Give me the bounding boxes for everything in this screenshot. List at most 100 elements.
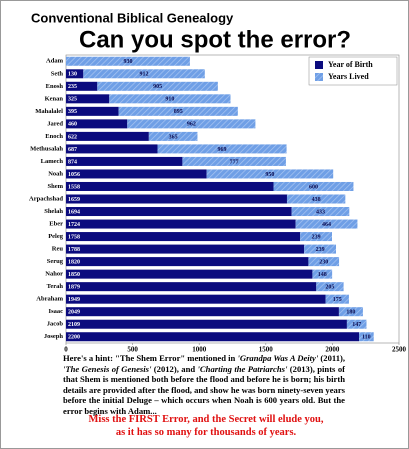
bar-segment <box>66 282 317 292</box>
category-label: Arpachshad <box>29 195 63 202</box>
note-text: Here's a hint: "The Shem Error" mentione… <box>63 353 238 363</box>
category-label: Isaac <box>49 308 64 315</box>
value-label: 1659 <box>68 197 80 203</box>
value-label: 147 <box>352 322 361 328</box>
category-label: Lamech <box>41 158 64 165</box>
bar-segment <box>291 207 350 217</box>
category-label: Methusalah <box>30 145 63 152</box>
bar-segment <box>66 319 347 329</box>
value-label: 2109 <box>68 322 80 328</box>
note-italic: 'Grandpa Was A Deity' <box>237 353 319 363</box>
bar-segment <box>359 332 374 342</box>
value-label: 130 <box>68 72 77 78</box>
bar-segment <box>66 194 287 204</box>
category-label: Jacob <box>47 321 64 328</box>
value-label: 464 <box>322 222 331 228</box>
value-label: 950 <box>265 172 274 178</box>
category-label: Enosh <box>46 83 64 90</box>
category-label: Abraham <box>36 296 63 303</box>
category-label: Terah <box>47 283 64 290</box>
bar-segment <box>206 169 334 179</box>
legend-label: Years Lived <box>328 72 369 81</box>
bar-segment <box>316 282 344 292</box>
value-label: 230 <box>319 259 328 265</box>
note-italic: 'Charting the Patriarchs' <box>197 363 288 374</box>
bar-segment <box>66 207 292 217</box>
bar-segment <box>148 131 198 141</box>
value-label: 395 <box>68 109 77 115</box>
x-tick-label: 2000 <box>325 346 340 354</box>
bar-segment <box>118 106 238 116</box>
bar-segment <box>66 131 149 141</box>
value-label: 1724 <box>68 222 80 228</box>
value-label: 895 <box>174 109 183 115</box>
x-tick-label: 2500 <box>392 346 407 354</box>
bar-segment <box>109 94 231 104</box>
bar-segment <box>66 94 110 104</box>
category-label: Adam <box>46 58 64 65</box>
bar-segment <box>66 332 360 342</box>
category-label: Noah <box>48 170 63 177</box>
bar-segment <box>66 181 274 191</box>
category-label: Joseph <box>44 333 64 340</box>
chart-title: Conventional Biblical Genealogy <box>31 10 234 25</box>
value-label: 962 <box>187 122 196 128</box>
bar-segment <box>273 181 354 191</box>
value-label: 433 <box>316 209 325 215</box>
value-label: 777 <box>230 159 239 165</box>
bar-segment <box>97 81 218 91</box>
bar-segment <box>308 257 340 267</box>
value-label: 969 <box>218 147 227 153</box>
value-label: 1788 <box>68 247 80 253</box>
bar-segment <box>304 244 336 254</box>
legend-swatch <box>315 73 323 81</box>
bar-segment <box>66 232 301 242</box>
bar-segment <box>66 244 305 254</box>
bar-segment <box>66 106 119 116</box>
value-label: 1056 <box>68 172 80 178</box>
legend-label: Year of Birth <box>328 60 373 69</box>
bar-segment <box>182 156 286 166</box>
bar-segment <box>66 257 309 267</box>
bar-segment <box>312 269 333 279</box>
x-tick-label: 1500 <box>259 346 274 354</box>
bar-segment <box>66 269 313 279</box>
bar-segment <box>66 56 190 66</box>
value-label: 1850 <box>68 272 80 278</box>
category-label: Serug <box>47 258 64 265</box>
warning-line: Miss the FIRST Error, and the Secret wil… <box>88 414 324 425</box>
value-label: 912 <box>140 72 149 78</box>
value-label: 235 <box>68 84 77 90</box>
value-label: 930 <box>123 59 132 65</box>
bar-segment <box>325 294 349 304</box>
value-label: 1820 <box>68 259 80 265</box>
legend-swatch <box>315 61 323 69</box>
value-label: 180 <box>346 310 355 316</box>
value-label: 905 <box>153 84 162 90</box>
bar-segment <box>66 156 183 166</box>
legend-box <box>308 56 398 86</box>
category-label: Shem <box>47 183 63 190</box>
bar-segment <box>66 81 98 91</box>
warning-line: as it has so many for thousands of years… <box>115 427 297 438</box>
warning: Miss the FIRST Error, and the Secret wil… <box>31 413 381 439</box>
value-label: 175 <box>333 297 342 303</box>
category-label: Nahor <box>45 271 63 278</box>
value-label: 600 <box>309 184 318 190</box>
value-label: 874 <box>68 159 77 165</box>
note-text: (2011), <box>318 353 346 363</box>
note-text: (2013), pints of that Shem is mentioned … <box>63 363 345 416</box>
note-italic: 'The Genesis of Genesis' <box>63 363 152 374</box>
value-label: 2200 <box>68 335 80 341</box>
category-label: Kenan <box>45 95 64 102</box>
bar-segment <box>66 307 339 317</box>
x-tick-label: 1000 <box>192 346 207 354</box>
value-label: 325 <box>68 97 77 103</box>
category-label: Eber <box>49 221 63 228</box>
bar-segment <box>300 232 333 242</box>
category-label: Enoch <box>45 133 63 140</box>
bar-segment <box>286 194 346 204</box>
category-label: Seth <box>51 70 64 77</box>
